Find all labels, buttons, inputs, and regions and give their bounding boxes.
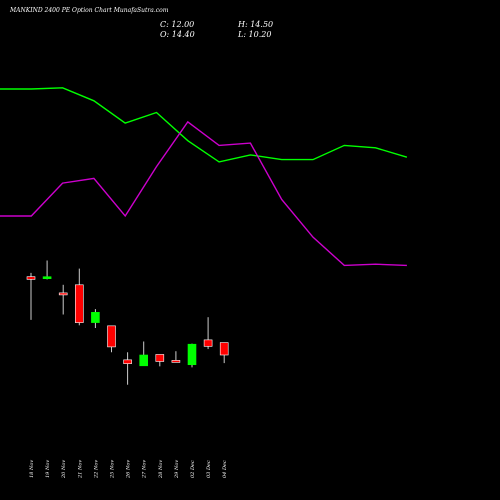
x-tick-label: 18 Nov xyxy=(29,460,35,478)
open-value: O: 14.40 xyxy=(160,30,195,39)
chart-title: MANKIND 2400 PE Option Chart MunafaSutra… xyxy=(10,7,169,14)
lower-indicator-line xyxy=(0,120,407,267)
x-tick-label: 20 Nov xyxy=(61,460,67,479)
candle-body xyxy=(91,312,100,323)
candle-body xyxy=(58,292,68,296)
upper-indicator-line xyxy=(0,87,408,163)
candle-body xyxy=(203,339,213,347)
candle-body xyxy=(219,342,229,356)
candle-body xyxy=(171,360,181,363)
candle-body xyxy=(26,276,36,280)
x-tick-label: 29 Nov xyxy=(174,460,180,479)
x-tick-label: 26 Nov xyxy=(126,460,132,479)
candle-body xyxy=(42,276,52,280)
x-tick-label: 02 Dec xyxy=(190,460,196,478)
x-tick-label: 03 Dec xyxy=(206,460,212,478)
candle-body xyxy=(75,284,84,323)
candle-body xyxy=(155,354,165,362)
x-tick-label: 19 Nov xyxy=(45,460,51,478)
low-value: L: 10.20 xyxy=(238,30,272,39)
close-value: C: 12.00 xyxy=(160,20,195,29)
candle-body xyxy=(123,359,132,364)
candle-body xyxy=(187,343,197,366)
x-tick-label: 25 Nov xyxy=(110,460,116,479)
high-value: H: 14.50 xyxy=(238,20,274,29)
candle-body xyxy=(107,325,116,348)
candle-body xyxy=(139,354,148,367)
x-tick-label: 22 Nov xyxy=(93,460,99,479)
x-tick-label: 28 Nov xyxy=(158,460,164,479)
x-tick-label: 27 Nov xyxy=(142,460,148,479)
x-tick-label: 04 Dec xyxy=(222,460,228,478)
x-tick-label: 21 Nov xyxy=(77,460,83,479)
